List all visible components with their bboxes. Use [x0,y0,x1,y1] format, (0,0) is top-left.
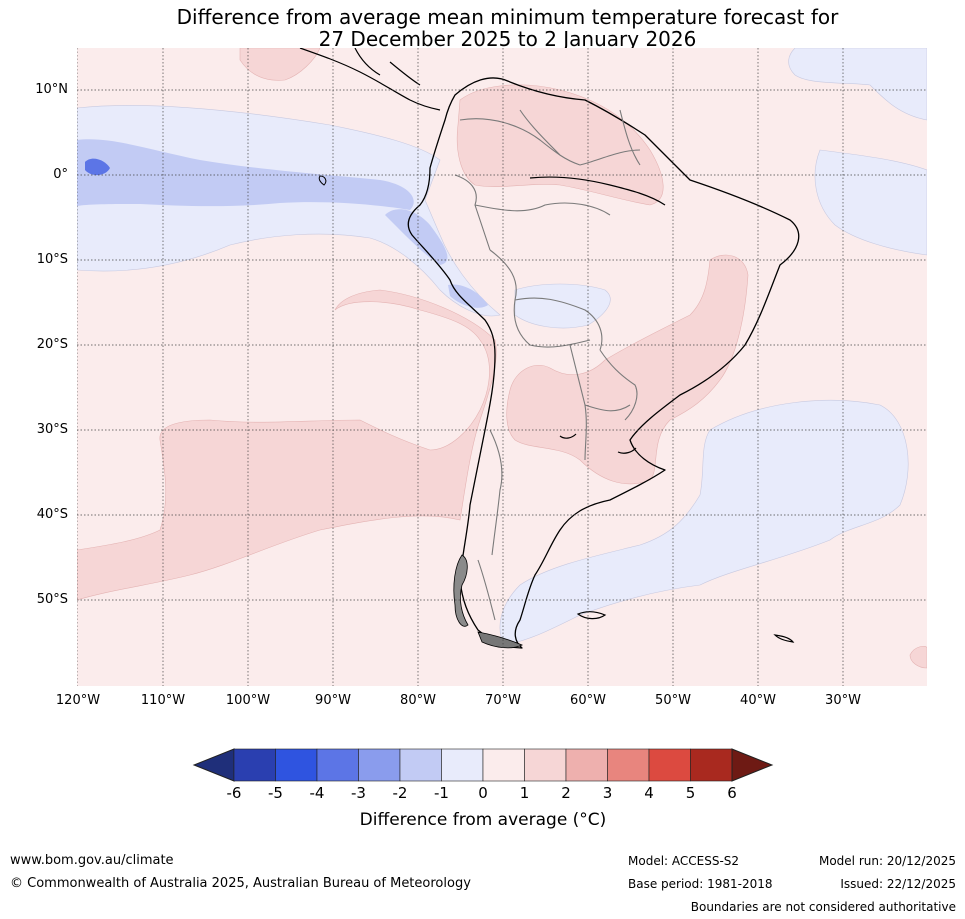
colorbar-tick-label: 5 [685,784,696,802]
copyright-text: © Commonwealth of Australia 2025, Austra… [10,876,471,891]
lat-label-0: 0° [53,167,68,182]
lat-label-50s: 50°S [36,592,68,607]
lon-label-60w: 60°W [570,693,606,708]
colorbar-tick-label: -1 [434,784,449,802]
base-period: Base period: 1981-2018 [628,877,773,891]
colorbar-swatch [524,748,567,782]
lon-label-90w: 90°W [315,693,351,708]
falkland-islands [576,611,607,620]
lon-label-30w: 30°W [825,693,861,708]
colorbar-swatch [316,748,359,782]
colorbar-tick-label: 1 [519,784,530,802]
tierra-del-fuego [477,631,523,649]
lakes-and-rivers [529,176,666,454]
map-title-line-2: 27 December 2025 to 2 January 2026 [318,27,697,51]
anomaly-region-pacific-band [77,139,414,210]
colorbar-swatch [607,748,650,782]
anomaly-region-south-atlantic-warm [909,645,927,669]
colorbar-swatch [648,748,691,782]
lon-label-70w: 70°W [485,693,521,708]
website-link[interactable]: www.bom.gov.au/climate [10,853,174,868]
map-plot-area [77,48,927,686]
colorbar-tick-label: 3 [602,784,613,802]
gridlines [77,48,927,686]
colorbar-tick-label: -2 [392,784,408,802]
anomaly-region-galapagos-cool [85,158,110,176]
model-name: Model: ACCESS-S2 [628,854,740,868]
colorbar-extend-low [192,748,235,782]
colorbar [192,748,774,782]
colorbar-swatch [690,748,733,782]
colorbar-tick-label: 6 [727,784,737,802]
colorbar-extend-high [731,748,774,782]
colorbar-swatch [565,748,608,782]
colorbar-tick-label: 4 [644,784,654,802]
boundary-disclaimer: Boundaries are not considered authoritat… [690,900,956,914]
colorbar-tick-label: -4 [309,784,325,802]
issued-date: Issued: 22/12/2025 [840,877,956,891]
colorbar-swatch [275,748,318,782]
south-georgia-island [773,634,795,643]
lon-label-80w: 80°W [400,693,436,708]
galapagos-islands [318,175,327,186]
model-run-date: Model run: 20/12/2025 [818,854,956,868]
lat-label-30s: 30°S [36,422,68,437]
anomaly-region-brazil-southeast [506,254,749,485]
anomaly-region-southeast-pacific-warm [77,289,497,601]
colorbar-tick-label: 0 [478,784,488,802]
colorbar-title: Difference from average (°C) [359,810,607,830]
colorbar-tick-label: -5 [268,784,283,802]
lon-label-120w: 120°W [55,693,101,708]
colorbar-swatch [441,748,484,782]
lon-label-110w: 110°W [140,693,186,708]
anomaly-region-south-atlantic [499,400,909,646]
lat-label-20s: 20°S [36,337,68,352]
map-title-line-1: Difference from average mean minimum tem… [176,5,839,29]
colorbar-tick-label: -6 [226,784,242,802]
colorbar-swatch [358,748,401,782]
country-borders [454,109,641,621]
colorbar-swatch [399,748,442,782]
lon-label-50w: 50°W [655,693,691,708]
lat-label-10s: 10°S [36,252,68,267]
lat-label-40s: 40°S [36,507,68,522]
colorbar-swatch [233,748,276,782]
lat-label-10n: 10°N [35,82,68,97]
colorbar-tick-label: 2 [561,784,571,802]
patagonian-archipelago [453,554,469,627]
lon-label-40w: 40°W [740,693,776,708]
anomaly-region-bolivia [514,283,611,329]
colorbar-tick-label: -3 [351,784,366,802]
lon-label-100w: 100°W [225,693,271,708]
colorbar-swatch [482,748,525,782]
anomaly-region-east-atlantic [814,149,927,256]
anomaly-region-mexico-warm [239,48,321,81]
south-america-coastline [407,77,800,649]
